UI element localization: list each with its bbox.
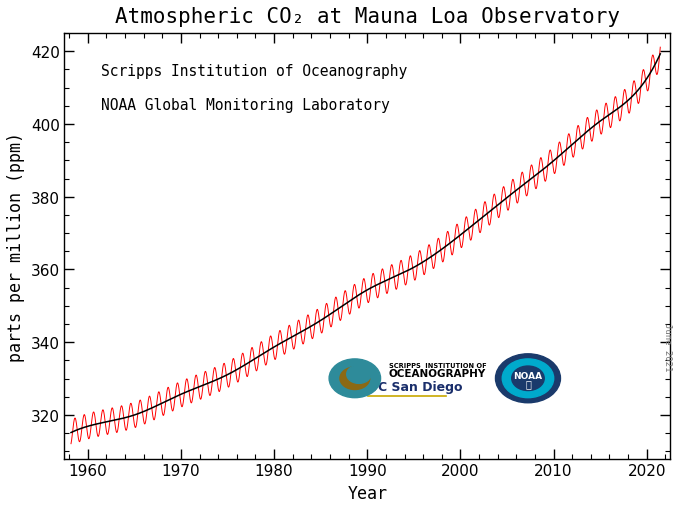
- Title: Atmospheric CO₂ at Mauna Loa Observatory: Atmospheric CO₂ at Mauna Loa Observatory: [115, 7, 619, 27]
- Text: Scripps Institution of Oceanography: Scripps Institution of Oceanography: [101, 64, 407, 79]
- Text: NOAA Global Monitoring Laboratory: NOAA Global Monitoring Laboratory: [101, 98, 389, 112]
- Text: OCEANOGRAPHY: OCEANOGRAPHY: [389, 368, 486, 378]
- Text: June 2021: June 2021: [663, 322, 672, 370]
- X-axis label: Year: Year: [347, 484, 387, 502]
- Text: 🕊: 🕊: [525, 379, 531, 389]
- Text: NOAA: NOAA: [513, 372, 542, 381]
- Text: SCRIPPS  INSTITUTION OF: SCRIPPS INSTITUTION OF: [389, 363, 487, 369]
- Text: UC San Diego: UC San Diego: [368, 380, 462, 393]
- Y-axis label: parts per million (ppm): parts per million (ppm): [7, 132, 25, 361]
